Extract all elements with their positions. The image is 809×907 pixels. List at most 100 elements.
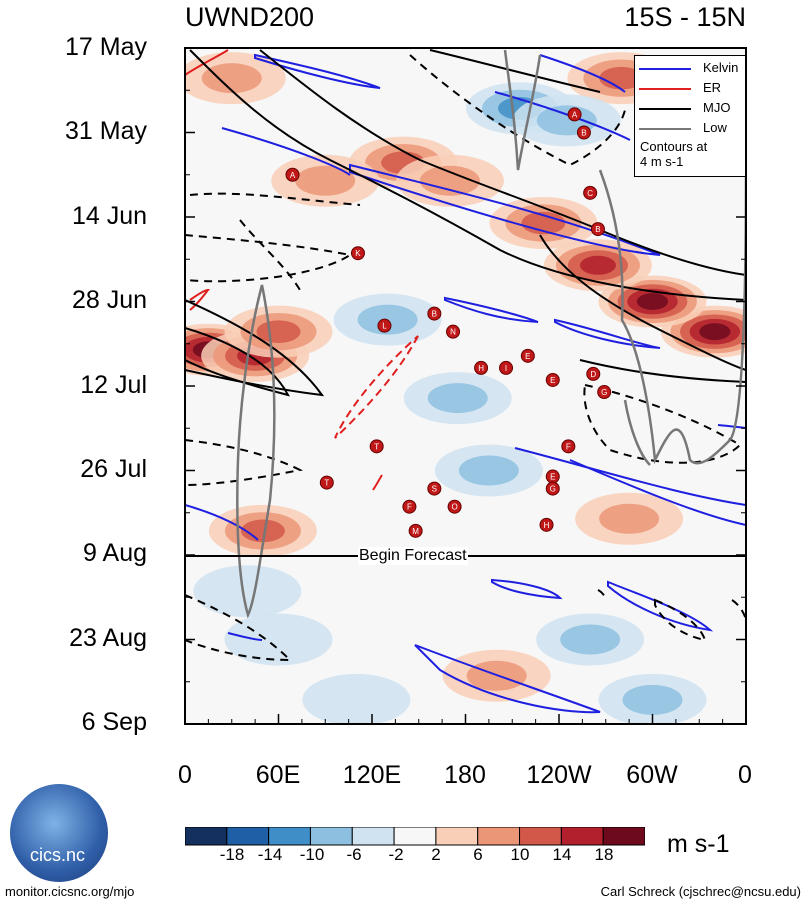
anomaly-blob <box>419 165 480 196</box>
storm-label: F <box>566 442 571 451</box>
storm-label: A <box>572 110 578 119</box>
storm-icon <box>586 366 601 381</box>
storm-icon <box>285 167 300 182</box>
storm-icon <box>369 439 384 454</box>
mjo-contour-neg <box>239 219 301 291</box>
legend-label: Kelvin <box>703 60 739 75</box>
mjo-contour-neg <box>189 192 361 206</box>
kelvin-contour <box>491 578 563 600</box>
storm-marker: H <box>474 360 489 375</box>
storm-icon <box>350 246 365 261</box>
storm-marker: F <box>402 499 417 514</box>
storm-label: E <box>550 376 555 385</box>
storm-icon <box>447 499 462 514</box>
kelvin-contour <box>607 580 714 632</box>
storm-marker: G <box>545 481 560 496</box>
storm-marker: F <box>561 439 576 454</box>
storm-label: C <box>587 189 593 198</box>
colorbar-segment <box>393 827 437 846</box>
colorbar-segment <box>519 827 562 846</box>
x-ticks <box>184 714 747 724</box>
colorbar-label: -10 <box>299 845 325 864</box>
x-tick-label: 120E <box>342 761 402 789</box>
storm-label: B <box>595 225 600 234</box>
storm-icon <box>583 185 598 200</box>
storm-marker: B <box>427 306 442 321</box>
colorbar-segment <box>477 827 521 846</box>
kelvin-contour <box>414 644 601 714</box>
storm-icon <box>427 306 442 321</box>
storm-icon <box>576 125 591 140</box>
legend: Kelvin ER MJO Low Contours at 4 m s-1 <box>634 55 746 177</box>
anomaly-blob <box>636 293 669 310</box>
anomaly-blob <box>458 455 519 486</box>
y-tick-label: 26 Jul <box>80 455 147 483</box>
storm-icon <box>446 324 461 339</box>
anomaly-blob <box>201 63 262 94</box>
storm-marker: D <box>586 366 601 381</box>
storm-icon <box>545 372 560 387</box>
mjo-contour-neg <box>409 54 626 167</box>
kelvin-contour <box>539 54 626 93</box>
y-tick-label: 14 Jun <box>71 202 147 230</box>
storm-label: G <box>550 485 556 494</box>
colorbar-segment <box>435 827 479 846</box>
low-swatch <box>639 128 691 130</box>
anomaly-blob <box>256 320 301 344</box>
y-tick-label: 28 Jun <box>71 286 147 314</box>
storm-label: M <box>412 527 419 536</box>
chart-title: UWND200 <box>185 2 315 32</box>
kelvin-contour <box>227 632 263 641</box>
mjo-swatch <box>639 108 691 110</box>
colorbar-label: 10 <box>510 845 530 864</box>
storm-label: T <box>324 479 329 488</box>
storm-marker: E <box>545 372 560 387</box>
colorbar-segment <box>560 827 604 846</box>
storm-icon <box>597 385 612 400</box>
colorbar-label: -6 <box>346 845 362 864</box>
cicsnc-logo-icon <box>10 784 108 882</box>
storm-marker: T <box>369 439 384 454</box>
storm-icon <box>561 439 576 454</box>
low-contour <box>503 49 542 171</box>
colorbar-segment <box>268 827 311 846</box>
storm-icon <box>402 499 417 514</box>
storm-label: E <box>525 352 530 361</box>
kelvin-contour <box>569 459 746 526</box>
er-contour <box>334 335 419 439</box>
colorbar-label: 2 <box>431 845 441 864</box>
mjo-contour <box>539 234 746 371</box>
storm-label: I <box>505 364 507 373</box>
storm-marker: G <box>597 385 612 400</box>
storm-marker: H <box>539 517 554 532</box>
kelvin-contour <box>221 127 351 176</box>
legend-label: ER <box>703 80 722 95</box>
anomaly-blob <box>193 565 302 618</box>
mjo-contour-neg <box>185 234 353 283</box>
storm-marker: E <box>520 348 535 363</box>
colorbar-segment <box>185 827 228 846</box>
er-swatch <box>639 88 691 90</box>
anomaly-blob <box>295 165 356 196</box>
storm-icon <box>590 222 605 237</box>
x-tick-label: 0 <box>178 761 192 789</box>
kelvin-contour <box>185 504 259 541</box>
storm-label: E <box>550 473 555 482</box>
storm-label: T <box>374 442 379 451</box>
storm-icon <box>520 348 535 363</box>
storm-icon <box>499 360 514 375</box>
logo-text: cics.nc <box>30 845 86 865</box>
er-contour <box>185 49 229 76</box>
kelvin-contour <box>349 163 661 256</box>
colorbar-segment <box>602 827 645 846</box>
storm-marker: M <box>408 523 423 538</box>
filtered-contours <box>185 49 746 714</box>
storm-label: G <box>601 388 607 397</box>
low-contour <box>236 284 276 619</box>
er-contour <box>372 474 383 491</box>
legend-note: Contours at 4 m s-1 <box>640 139 707 169</box>
y-tick-label: 9 Aug <box>83 539 147 567</box>
mjo-contour-neg <box>583 383 742 464</box>
y-tick-label: 23 Aug <box>69 624 147 652</box>
